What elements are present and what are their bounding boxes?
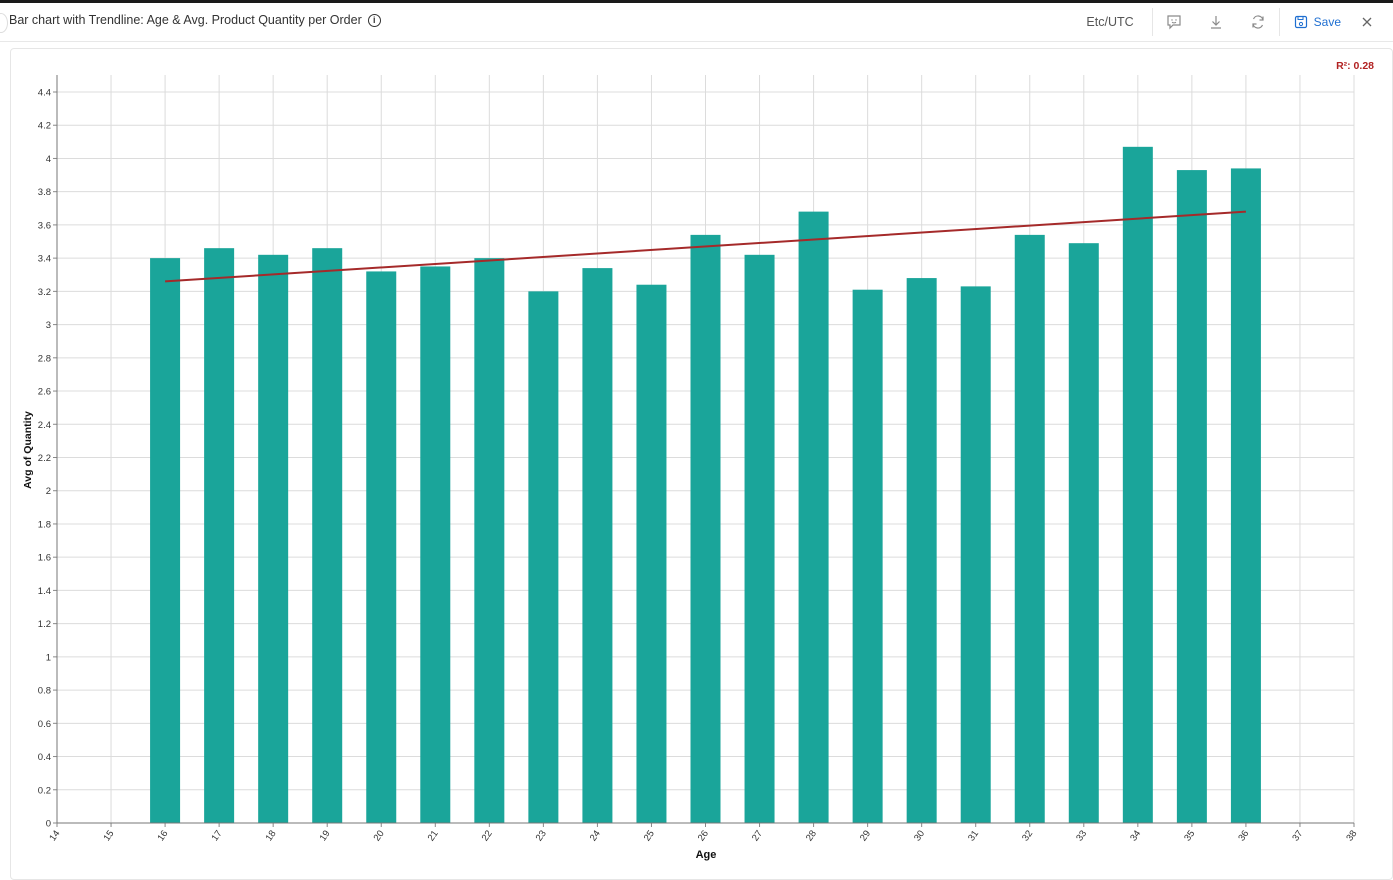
x-axis-title: Age (696, 849, 717, 861)
x-tick-label: 18 (264, 828, 279, 843)
y-tick-label: 0 (46, 819, 51, 830)
bar[interactable] (150, 258, 181, 823)
x-tick-label: 22 (480, 828, 495, 843)
x-tick-label: 25 (642, 828, 657, 843)
bar[interactable] (798, 211, 829, 824)
x-tick-label: 38 (1344, 828, 1359, 843)
timezone-label[interactable]: Etc/UTC (1086, 15, 1134, 29)
refresh-icon (1252, 15, 1264, 29)
window-top-border (0, 0, 1393, 3)
x-tick-label: 31 (966, 828, 981, 843)
bar[interactable] (1068, 243, 1099, 824)
y-tick-label: 1 (46, 652, 51, 663)
x-tick-label: 23 (534, 828, 549, 843)
x-tick-label: 32 (1020, 828, 1035, 843)
y-tick-label: 3.6 (38, 220, 51, 231)
divider (1151, 8, 1153, 36)
y-tick-label: 0.8 (38, 686, 51, 697)
y-tick-label: 4 (46, 154, 51, 165)
y-tick-label: 2.4 (38, 420, 51, 431)
bar[interactable] (528, 291, 559, 823)
divider (1278, 8, 1280, 36)
x-tick-label: 26 (696, 828, 711, 843)
y-tick-label: 0.4 (38, 752, 51, 763)
refresh-button[interactable] (1237, 3, 1279, 41)
x-tick-label: 14 (47, 828, 62, 843)
comment-icon (1167, 15, 1181, 30)
y-tick-label: 1.6 (38, 553, 51, 564)
x-tick-label: 16 (155, 828, 170, 843)
trendline-path (165, 210, 1246, 283)
y-tick-label: 2.6 (38, 387, 51, 398)
comment-button[interactable] (1153, 3, 1195, 41)
y-tick-label: 3.2 (38, 287, 51, 298)
x-tick-label: 37 (1290, 828, 1305, 843)
x-tick-label: 36 (1236, 828, 1251, 843)
y-tick-label: 2.8 (38, 353, 51, 364)
x-tick-label: 21 (426, 828, 441, 843)
bar[interactable] (1176, 170, 1207, 823)
axes: 0 0.2 0.4 0.6 0.8 1 1.2 1.4 1.6 1.8 2 2.2 2.4 2.6 2.8 3… (38, 75, 1359, 843)
y-tick-label: 0.6 (38, 719, 51, 730)
header-toolbar: Etc/UTC Save (1086, 3, 1393, 41)
bar[interactable] (366, 271, 397, 824)
y-tick-label: 3.8 (38, 187, 51, 198)
y-tick-label: 1.8 (38, 519, 51, 530)
x-tick-label: 27 (750, 828, 765, 843)
y-tick-label: 1.4 (38, 586, 51, 597)
bar[interactable] (1014, 234, 1045, 824)
y-tick-label: 4.2 (38, 121, 51, 132)
x-tick-label: 33 (1074, 828, 1089, 843)
x-tick-label: 35 (1182, 828, 1197, 843)
x-tick-label: 20 (372, 828, 387, 843)
download-icon (1210, 16, 1221, 29)
close-button[interactable] (1355, 16, 1379, 28)
x-tick-label: 28 (804, 828, 819, 843)
bar[interactable] (1230, 168, 1261, 823)
y-tick-label: 2 (46, 486, 51, 497)
y-tick-label: 1.2 (38, 619, 51, 630)
bar[interactable] (690, 234, 721, 824)
r-squared-label: R²: 0.28 (1336, 60, 1374, 72)
bar[interactable] (852, 289, 883, 823)
save-button[interactable]: Save (1294, 15, 1341, 29)
bar[interactable] (636, 284, 667, 824)
y-tick-label: 2.2 (38, 453, 51, 464)
x-tick-label: 15 (101, 828, 116, 843)
bar[interactable] (744, 254, 775, 824)
chart-header: Bar chart with Trendline: Age & Avg. Pro… (0, 3, 1393, 42)
download-button[interactable] (1195, 3, 1237, 41)
save-icon (1294, 15, 1307, 29)
x-tick-label: 24 (588, 828, 603, 843)
bar[interactable] (474, 258, 505, 823)
bar[interactable] (906, 278, 937, 823)
chart-title: Bar chart with Trendline: Age & Avg. Pro… (9, 13, 362, 27)
y-tick-label: 0.2 (38, 785, 51, 796)
bar[interactable] (1122, 146, 1153, 823)
y-tick-label: 3.4 (38, 254, 51, 265)
y-axis-title: Avg of Quantity (22, 411, 34, 489)
y-tick-label: 3 (46, 320, 51, 331)
bar[interactable] (204, 248, 235, 823)
bars (150, 146, 1261, 824)
x-tick-label: 29 (858, 828, 873, 843)
trendline (165, 210, 1246, 283)
bar[interactable] (960, 286, 991, 824)
x-tick-label: 34 (1128, 828, 1143, 843)
save-label: Save (1313, 15, 1341, 29)
chart-title-container: Bar chart with Trendline: Age & Avg. Pro… (9, 13, 381, 27)
x-tick-label: 19 (318, 828, 333, 843)
x-tick-label: 30 (912, 828, 927, 843)
close-icon (1362, 17, 1372, 27)
y-tick-label: 4.4 (38, 88, 51, 99)
bar[interactable] (312, 248, 343, 823)
info-icon[interactable]: i (367, 13, 381, 27)
bar[interactable] (582, 268, 613, 823)
bar[interactable] (420, 266, 451, 823)
bar[interactable] (258, 254, 289, 824)
x-tick-label: 17 (210, 828, 225, 843)
